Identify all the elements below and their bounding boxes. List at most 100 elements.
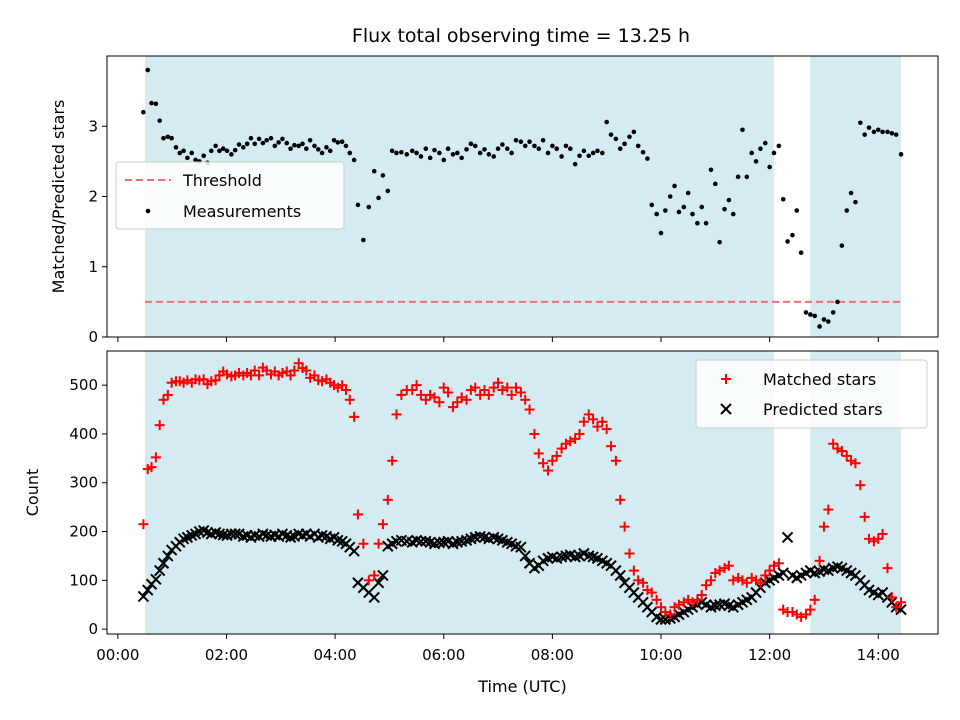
- predicted-point-stroke-b: [501, 536, 513, 548]
- predicted-point-stroke-b: [587, 551, 599, 563]
- measurement-point: [177, 150, 183, 156]
- predicted-point-stroke-b: [197, 524, 210, 537]
- measurement-point: [399, 149, 404, 155]
- measurement-point: [853, 199, 858, 205]
- measurement-point: [513, 138, 519, 143]
- measurement-point: [889, 130, 895, 136]
- measurement-point: [455, 150, 460, 156]
- matched-point: [705, 575, 716, 586]
- matched-point: [317, 376, 328, 387]
- bottom-x-tick-label: 08:00: [531, 646, 574, 664]
- matched-point: [814, 555, 825, 566]
- predicted-point-stroke-b: [786, 569, 799, 582]
- x-axis-label: Time (UTC): [477, 677, 566, 696]
- measurement-point: [608, 132, 614, 137]
- measurement-point: [663, 208, 668, 213]
- measurement-point: [654, 211, 659, 217]
- matched-point: [387, 455, 398, 466]
- matched-point: [801, 609, 812, 620]
- measurement-point: [858, 120, 863, 126]
- matched-point: [352, 509, 363, 520]
- predicted-point: [284, 531, 297, 544]
- matched-point: [382, 494, 393, 505]
- measurement-point: [371, 168, 377, 174]
- matched-point: [646, 587, 657, 598]
- matched-point: [483, 389, 494, 400]
- predicted-point-stroke-b: [818, 563, 830, 576]
- measurement-point: [256, 136, 262, 142]
- measurement-point: [808, 312, 813, 317]
- measurement-point: [844, 208, 850, 213]
- measurement-point: [389, 148, 395, 154]
- matched-point: [859, 511, 870, 522]
- matched-point: [407, 385, 418, 396]
- measurement-point: [169, 135, 174, 141]
- top-y-tick-label: 1: [88, 258, 98, 276]
- measurement-point: [220, 146, 226, 152]
- measurement-point: [713, 181, 718, 187]
- measurement-point: [380, 173, 386, 178]
- measurement-point: [450, 152, 456, 157]
- predicted-point-stroke-b: [591, 552, 604, 565]
- measurement-point: [771, 150, 777, 156]
- matched-point: [760, 570, 771, 581]
- predicted-point-stroke-b: [217, 529, 229, 541]
- top-y-axis-label: Matched/Predicted stars: [49, 100, 68, 294]
- matched-point: [162, 389, 173, 400]
- matched-point: [488, 382, 499, 393]
- matched-point: [547, 455, 558, 466]
- predicted-legend-label: Predicted stars: [763, 400, 883, 419]
- measurement-point: [304, 146, 309, 152]
- bottom-y-tick-label: 200: [69, 523, 98, 541]
- matched-point: [391, 409, 402, 420]
- matched-legend-label: Matched stars: [763, 370, 876, 389]
- measurement-point: [394, 150, 399, 156]
- measurement-point: [536, 146, 542, 152]
- bottom-x-tick-label: 02:00: [205, 646, 248, 664]
- measurement-point: [572, 161, 578, 167]
- predicted-point: [415, 535, 427, 548]
- measurement-point: [590, 150, 596, 156]
- measurement-point: [780, 197, 786, 202]
- matched-point: [373, 538, 384, 549]
- matched-point: [289, 365, 300, 376]
- predicted-point-stroke-b: [316, 529, 328, 542]
- predicted-point-stroke-b: [583, 550, 595, 562]
- predicted-point: [229, 528, 241, 540]
- measurement-point: [468, 141, 474, 147]
- measurement-point: [366, 204, 372, 210]
- predicted-point-stroke-b: [420, 535, 432, 548]
- matched-point: [592, 421, 603, 432]
- measurement-point: [464, 147, 469, 152]
- predicted-point-stroke-b: [510, 540, 522, 552]
- measurement-point: [527, 139, 532, 145]
- measurement-point: [567, 146, 573, 152]
- matched-point: [434, 397, 445, 408]
- predicted-point-stroke-b: [157, 557, 170, 569]
- predicted-point-stroke-b: [257, 528, 269, 540]
- measurement-point: [355, 202, 361, 208]
- measurement-point: [331, 138, 337, 143]
- matched-point: [254, 370, 265, 381]
- predicted-point: [348, 545, 360, 557]
- measurement-point: [821, 317, 827, 322]
- predicted-point-stroke-b: [650, 611, 663, 623]
- measurement-point: [812, 313, 818, 319]
- matched-point: [340, 385, 351, 396]
- measurement-point: [532, 143, 537, 149]
- measurement-point: [495, 146, 501, 152]
- bottom-axes-frame: [106, 350, 939, 635]
- measurement-point: [717, 239, 722, 245]
- matched-point: [828, 438, 839, 449]
- measurement-point: [414, 150, 419, 156]
- predicted-point-stroke-b: [863, 584, 875, 596]
- predicted-point: [157, 557, 170, 569]
- measurement-point: [404, 152, 410, 157]
- measurement-point: [385, 188, 391, 194]
- predicted-point-stroke-b: [700, 599, 712, 611]
- matched-point: [479, 385, 490, 396]
- matched-legend-swatch: [721, 374, 731, 384]
- matched-point: [475, 389, 486, 400]
- predicted-point: [137, 590, 150, 603]
- matched-point: [836, 446, 847, 457]
